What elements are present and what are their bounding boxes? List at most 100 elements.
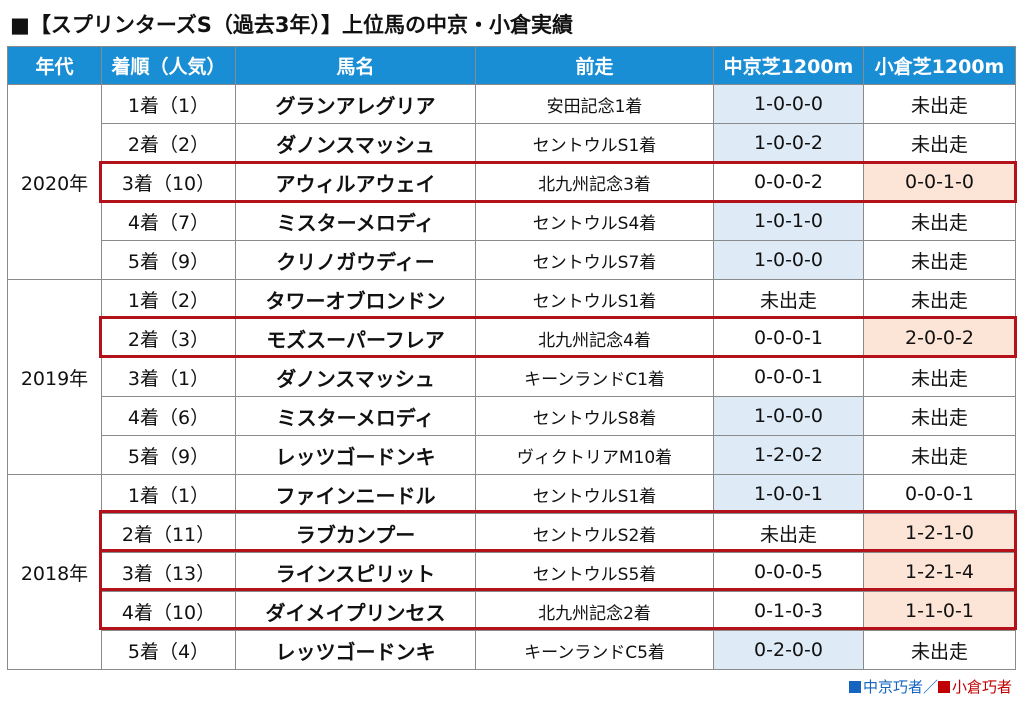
kokura-record-cell: 未出走 [863, 630, 1016, 670]
table-row: 4着（6） ミスターメロディ セントウルS8着 1-0-0-0 未出走 [8, 396, 1016, 436]
rank-cell: 4着（6） [101, 396, 236, 436]
table-row: 5着（4） レッツゴードンキ キーンランドC5着 0-2-0-0 未出走 [8, 630, 1016, 670]
horse-name-cell: ダノンスマッシュ [235, 357, 476, 397]
table-row: 2着（3） モズスーパーフレア 北九州記念4着 0-0-0-1 2-0-0-2 [8, 318, 1016, 358]
year-cell: 2019年 [7, 279, 102, 475]
legend-red-swatch [937, 681, 950, 693]
table-row: 2019年 1着（2） タワーオブロンドン セントウルS1着 未出走 未出走 [7, 279, 1016, 475]
chukyo-record-cell: 1-0-0-2 [713, 123, 864, 163]
kokura-record-cell: 0-0-0-1 [863, 474, 1016, 514]
table-row: 4着（7） ミスターメロディ セントウルS4着 1-0-1-0 未出走 [8, 201, 1016, 241]
results-table: 年代 着順（人気） 馬名 前走 中京芝1200m 小倉芝1200m 2020年 1… [7, 46, 1016, 670]
table-row: 2着（11） ラブカンプー セントウルS2着 未出走 1-2-1-0 [8, 513, 1016, 553]
table-row: 3着（10） アウィルアウェイ 北九州記念3着 0-0-0-2 0-0-1-0 [8, 162, 1016, 202]
kokura-record-cell: 未出走 [863, 123, 1016, 163]
header-year: 年代 [7, 46, 102, 85]
kokura-record-cell: 未出走 [863, 240, 1016, 280]
horse-name-cell: アウィルアウェイ [235, 162, 476, 202]
header-chukyo: 中京芝1200m [713, 46, 864, 85]
kokura-record-cell: 未出走 [863, 279, 1016, 319]
kokura-record-cell: 未出走 [863, 396, 1016, 436]
legend-separator: ／ [922, 678, 938, 696]
chukyo-record-cell: 0-2-0-0 [713, 630, 864, 670]
chukyo-record-cell: 1-0-0-1 [713, 474, 864, 514]
rank-cell: 3着（10） [101, 162, 236, 202]
horse-name-cell: モズスーパーフレア [235, 318, 476, 358]
rank-cell: 5着（9） [101, 435, 236, 475]
page-title: ■【スプリンターズS（過去3年）】上位馬の中京・小倉実績 [10, 13, 574, 37]
chukyo-record-cell: 1-0-0-0 [713, 240, 864, 280]
table-row: 5着（9） レッツゴードンキ ヴィクトリアM10着 1-2-0-2 未出走 [8, 435, 1016, 475]
table-body: 2020年 1着（1） グランアレグリア 安田記念1着 1-0-0-0 未出走 2着（2）ダ… [7, 84, 1016, 670]
horse-name-cell: ダイメイプリンセス [235, 591, 476, 631]
rank-cell: 1着（1） [101, 474, 236, 514]
kokura-record-cell: 0-0-1-0 [863, 162, 1016, 202]
chukyo-record-cell: 0-0-0-5 [713, 552, 864, 592]
table-row: 4着（10） ダイメイプリンセス 北九州記念2着 0-1-0-3 1-1-0-1 [8, 591, 1016, 631]
chukyo-record-cell: 未出走 [713, 513, 864, 553]
kokura-record-cell: 未出走 [863, 201, 1016, 241]
prev-race-cell: 北九州記念4着 [475, 318, 714, 358]
year-cell: 2020年 [7, 84, 102, 280]
chukyo-record-cell: 1-2-0-2 [713, 435, 864, 475]
header-kokura: 小倉芝1200m [863, 46, 1016, 85]
legend-red-label: 小倉巧者 [951, 678, 1012, 696]
rank-cell: 2着（2） [101, 123, 236, 163]
table-row: 2018年 1着（1） ファインニードル セントウルS1着 1-0-0-1 0-0-0-1 [7, 474, 1016, 670]
prev-race-cell: 北九州記念3着 [475, 162, 714, 202]
rank-cell: 5着（9） [101, 240, 236, 280]
table-row: 2020年 1着（1） グランアレグリア 安田記念1着 1-0-0-0 未出走 [7, 84, 1016, 280]
header-row: 年代 着順（人気） 馬名 前走 中京芝1200m 小倉芝1200m [7, 46, 1016, 85]
rank-cell: 1着（1） [101, 84, 236, 124]
horse-name-cell: レッツゴードンキ [235, 630, 476, 670]
prev-race-cell: キーンランドC1着 [475, 357, 714, 397]
rank-cell: 1着（2） [101, 279, 236, 319]
chukyo-record-cell: 1-0-0-0 [713, 84, 864, 124]
prev-race-cell: セントウルS4着 [475, 201, 714, 241]
legend-blue-label: 中京巧者 [862, 678, 923, 696]
prev-race-cell: セントウルS2着 [475, 513, 714, 553]
chukyo-record-cell: 1-0-0-0 [713, 396, 864, 436]
header-prev-race: 前走 [475, 46, 714, 85]
legend-blue-swatch [848, 681, 861, 693]
chukyo-record-cell: 0-1-0-3 [713, 591, 864, 631]
rank-cell: 3着（1） [101, 357, 236, 397]
rank-cell: 4着（10） [101, 591, 236, 631]
table-row: 2着（2） ダノンスマッシュ セントウルS1着 1-0-0-2 未出走 [8, 123, 1016, 163]
legend: 中京巧者／ 小倉巧者 [848, 676, 1012, 697]
kokura-record-cell: 1-2-1-4 [863, 552, 1016, 592]
prev-race-cell: セントウルS5着 [475, 552, 714, 592]
horse-name-cell: クリノガウディー [235, 240, 476, 280]
chukyo-record-cell: 1-0-1-0 [713, 201, 864, 241]
chukyo-record-cell: 0-0-0-1 [713, 318, 864, 358]
horse-name-cell: ミスターメロディ [235, 201, 476, 241]
table-row: 3着（13） ラインスピリット セントウルS5着 0-0-0-5 1-2-1-4 [8, 552, 1016, 592]
horse-name-cell: ダノンスマッシュ [235, 123, 476, 163]
header-rank: 着順（人気） [101, 46, 236, 85]
table-header: 年代 着順（人気） 馬名 前走 中京芝1200m 小倉芝1200m [7, 46, 1016, 85]
prev-race-cell: セントウルS1着 [475, 123, 714, 163]
chukyo-record-cell: 未出走 [713, 279, 864, 319]
kokura-record-cell: 未出走 [863, 357, 1016, 397]
horse-name-cell: ミスターメロディ [235, 396, 476, 436]
rank-cell: 3着（13） [101, 552, 236, 592]
rank-cell: 5着（4） [101, 630, 236, 670]
rank-cell: 2着（3） [101, 318, 236, 358]
table-row: 5着（9） クリノガウディー セントウルS7着 1-0-0-0 未出走 [8, 240, 1016, 280]
rank-cell: 4着（7） [101, 201, 236, 241]
chukyo-record-cell: 0-0-0-2 [713, 162, 864, 202]
prev-race-cell: セントウルS1着 [475, 279, 714, 319]
chukyo-record-cell: 0-0-0-1 [713, 357, 864, 397]
prev-race-cell: キーンランドC5着 [475, 630, 714, 670]
kokura-record-cell: 2-0-0-2 [863, 318, 1016, 358]
horse-name-cell: グランアレグリア [235, 84, 476, 124]
prev-race-cell: 北九州記念2着 [475, 591, 714, 631]
kokura-record-cell: 1-2-1-0 [863, 513, 1016, 553]
prev-race-cell: セントウルS7着 [475, 240, 714, 280]
horse-name-cell: ファインニードル [235, 474, 476, 514]
prev-race-cell: ヴィクトリアM10着 [475, 435, 714, 475]
header-horse: 馬名 [235, 46, 476, 85]
kokura-record-cell: 未出走 [863, 435, 1016, 475]
year-cell: 2018年 [7, 474, 102, 670]
kokura-record-cell: 未出走 [863, 84, 1016, 124]
